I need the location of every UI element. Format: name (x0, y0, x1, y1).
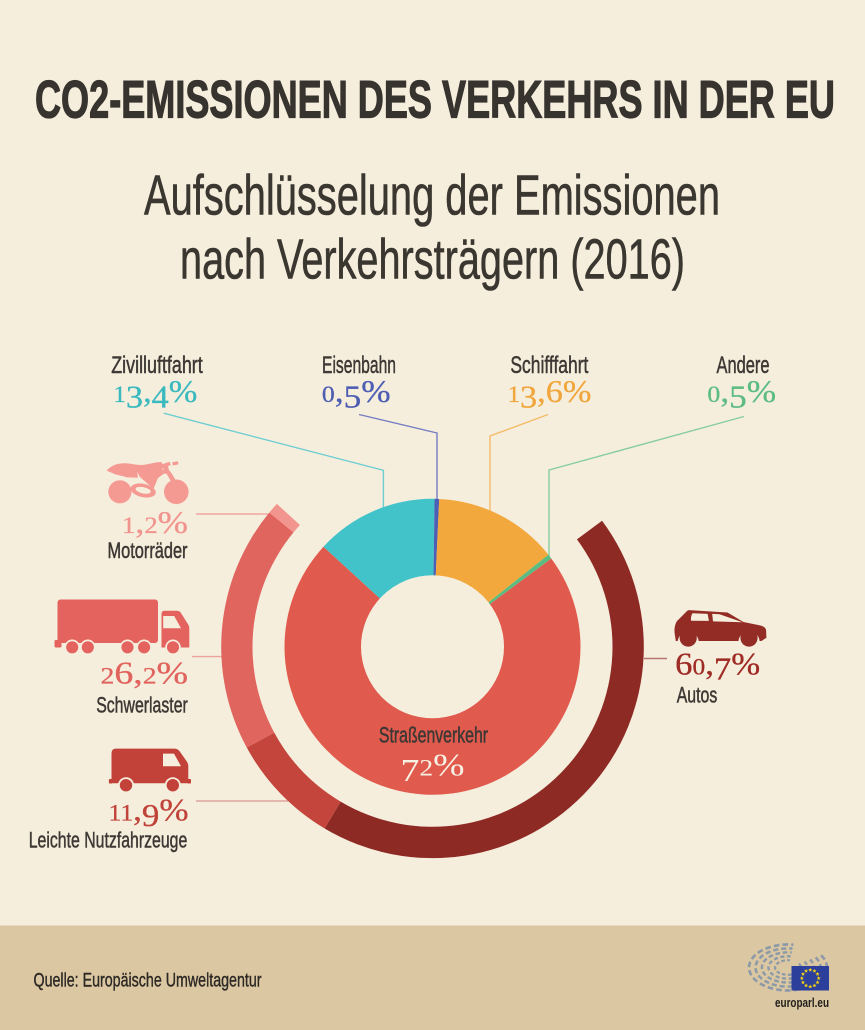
svg-text:CO2-EMISSIONEN DES VERKEHRS IN: CO2-EMISSIONEN DES VERKEHRS IN DER EU (35, 71, 835, 130)
svg-text:Schifffahrt: Schifffahrt (510, 352, 588, 379)
svg-text:nach Verkehrsträgern (2016): nach Verkehrsträgern (2016) (180, 228, 685, 292)
svg-text:Andere: Andere (717, 352, 770, 379)
svg-text:Motorräder: Motorräder (108, 538, 188, 563)
svg-text:13,6%: 13,6% (508, 373, 592, 414)
svg-text:0,5%: 0,5% (322, 373, 391, 414)
svg-text:26,2%: 26,2% (101, 655, 189, 691)
svg-text:1,2%: 1,2% (122, 504, 188, 540)
svg-text:Leichte Nutzfahrzeuge: Leichte Nutzfahrzeuge (29, 828, 188, 853)
svg-text:Straßenverkehr: Straßenverkehr (379, 723, 488, 748)
svg-text:60,7%: 60,7% (675, 645, 760, 686)
svg-text:Schwerlaster: Schwerlaster (96, 693, 188, 718)
svg-text:13,4%: 13,4% (113, 373, 197, 414)
svg-text:11,9%: 11,9% (109, 792, 189, 833)
svg-text:Autos: Autos (677, 683, 718, 708)
svg-text:Eisenbahn: Eisenbahn (322, 352, 396, 379)
svg-text:europarl.eu: europarl.eu (775, 995, 829, 1010)
svg-text:Aufschlüsselung der Emissionen: Aufschlüsselung der Emissionen (144, 164, 720, 228)
svg-text:Quelle: Europäische Umweltagen: Quelle: Europäische Umweltagentur (34, 970, 262, 992)
svg-text:0,5%: 0,5% (707, 373, 776, 414)
svg-text:Zivilluftfahrt: Zivilluftfahrt (111, 352, 203, 379)
svg-text:72%: 7 2% (401, 747, 465, 788)
